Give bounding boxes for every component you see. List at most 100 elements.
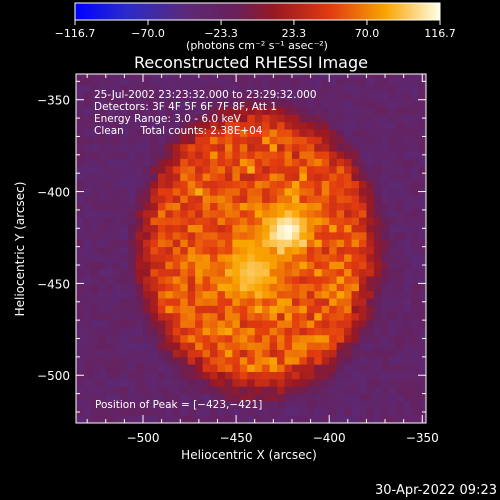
heatmap-cell [76,239,84,248]
heatmap-cell [277,85,285,93]
heatmap-cell [210,276,218,284]
heatmap-cell [418,165,427,174]
heatmap-cell [76,393,84,402]
heatmap-cell [351,121,360,130]
heatmap-cell [224,165,233,174]
heatmap-cell [284,298,293,306]
colorbar-gradient [74,2,441,21]
heatmap-cell [299,92,308,101]
heatmap-cell [172,151,181,159]
heatmap-cell [90,305,99,314]
heatmap-cell [269,107,278,115]
heatmap-cell [172,356,181,365]
heatmap-cell [150,74,159,79]
heatmap-cell [83,92,92,101]
heatmap-cell [217,342,226,350]
heatmap-cell [76,173,84,181]
heatmap-cell [157,85,166,93]
heatmap-cell [143,364,151,372]
heatmap-cell [172,217,181,226]
heatmap-cell [396,298,405,306]
heatmap-cell [239,239,248,248]
heatmap-cell [143,121,151,130]
heatmap-cell [329,393,338,402]
heatmap-cell [232,400,241,409]
heatmap-cell [187,217,196,226]
heatmap-cell [411,209,419,218]
heatmap-cell [180,378,189,387]
heatmap-cell [277,342,285,350]
heatmap-cell [314,393,323,402]
heatmap-cell [172,92,181,101]
heatmap-cell [358,99,367,108]
heatmap-cell [143,334,151,343]
heatmap-cell [202,378,211,387]
heatmap-cell [157,92,166,101]
heatmap-cell [277,158,285,167]
heatmap-cell [90,239,99,248]
heatmap-cell [143,298,151,306]
heatmap-cell [202,121,211,130]
heatmap-cell [150,305,159,314]
heatmap-cell [381,114,390,123]
heatmap-cell [344,209,352,218]
annotation-clean: Clean Total counts: 2.38E+04 [94,125,263,137]
heatmap-cell [120,77,129,86]
heatmap-cell [291,121,300,130]
heatmap-cell [187,342,196,350]
heatmap-cell [299,276,308,284]
heatmap-cell [232,209,241,218]
heatmap-cell [83,290,92,299]
heatmap-cell [143,114,151,123]
heatmap-cell [165,349,174,358]
heatmap-cell [284,92,293,101]
heatmap-cell [224,99,233,108]
heatmap-cell [344,349,352,358]
heatmap-cell [135,408,144,417]
heatmap-cell [90,85,99,93]
heatmap-cell [358,298,367,306]
heatmap-cell [396,334,405,343]
heatmap-cell [299,246,308,255]
heatmap-cell [239,246,248,255]
heatmap-cell [351,415,360,424]
heatmap-cell [314,209,323,218]
heatmap-cell [418,283,427,292]
heatmap-cell [180,386,189,395]
heatmap-cell [277,378,285,387]
heatmap-cell [269,114,278,123]
heatmap-cell [396,202,405,211]
heatmap-cell [321,283,330,292]
heatmap-cell [232,283,241,292]
colorbar-tick-label: 70.0 [355,27,380,40]
heatmap-cell [366,246,375,255]
heatmap-cell [202,400,211,409]
heatmap-cell [381,400,390,409]
heatmap-cell [381,239,390,248]
heatmap-cell [76,283,84,292]
heatmap-cell [403,400,412,409]
heatmap-cell [172,136,181,145]
heatmap-cell [165,283,174,292]
heatmap-cell [232,246,241,255]
heatmap-cell [217,349,226,358]
heatmap-cell [418,327,427,336]
heatmap-cell [366,121,375,130]
heatmap-cell [344,246,352,255]
heatmap-cell [299,268,308,277]
heatmap-cell [90,173,99,181]
heatmap-cell [113,305,122,314]
heatmap-cell [403,276,412,284]
heatmap-cell [120,327,129,336]
heatmap-cell [90,151,99,159]
heatmap-cell [120,378,129,387]
heatmap-cell [329,261,338,270]
heatmap-cell [98,415,107,424]
heatmap-cell [128,298,136,306]
heatmap-cell [373,254,382,262]
heatmap-cell [418,254,427,262]
heatmap-cell [172,327,181,336]
heatmap-cell [224,415,233,424]
heatmap-cell [314,187,323,196]
heatmap-cell [418,202,427,211]
